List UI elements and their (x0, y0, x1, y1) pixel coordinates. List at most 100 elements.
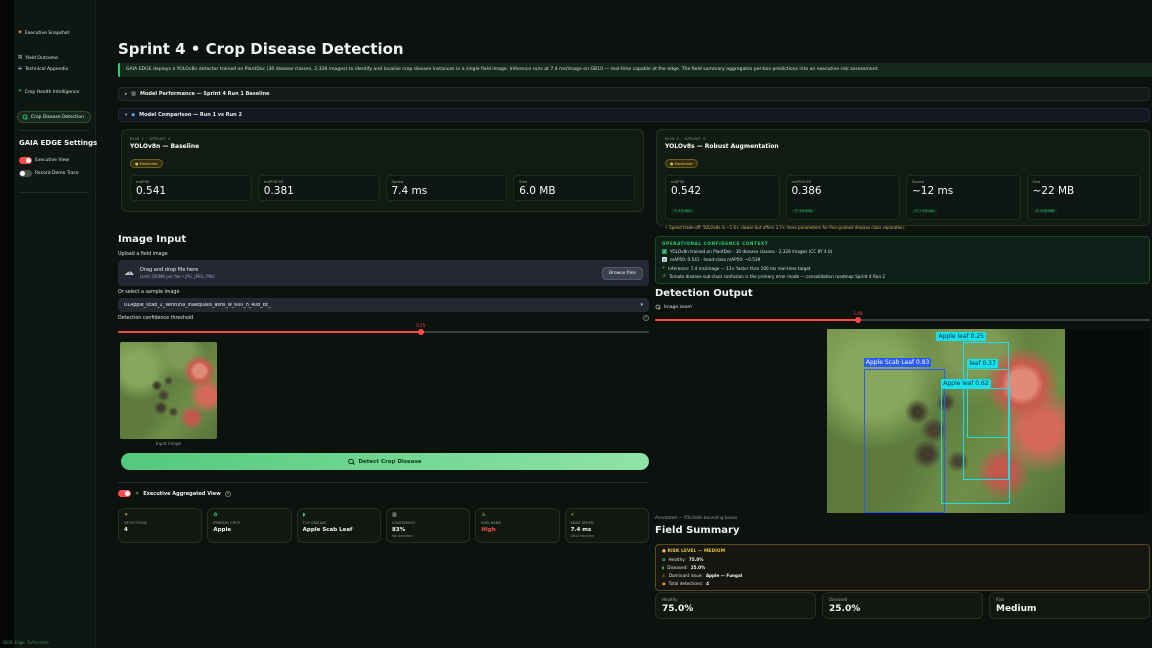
sidebar-item-crop-health-intelligence[interactable]: ✦ Crop Health Intelligence (18, 90, 79, 95)
card-value: 7.4 ms (570, 526, 592, 533)
sidebar-item-crop-disease-detection[interactable]: Crop Disease Detection (17, 111, 91, 123)
record-demo-trace-toggle[interactable] (19, 170, 32, 177)
expander-label: Model Performance — Sprint 4 Run 1 Basel… (140, 91, 270, 97)
sidebar-item-executive-snapshot[interactable]: ◉ Executive Snapshot (18, 31, 69, 36)
card-value: 4 (124, 526, 128, 533)
help-icon[interactable] (224, 490, 231, 497)
metric-speed: Speed 7.4 ms (385, 175, 508, 201)
image-zoom-row: Image zoom (655, 304, 692, 310)
line-text: Healthy: (668, 557, 686, 562)
diseased-card: Diseased 25.0% (822, 592, 983, 619)
box-label: Apple leaf 0.62 (941, 378, 991, 388)
sidebar: ◉ Executive Snapshot ▤ Yield Outcome ◒ T… (14, 0, 97, 648)
lightning-icon: ⚡ (662, 265, 666, 271)
input-image-caption: Input image (155, 441, 182, 446)
metric-map50: mAP50 0.541 (130, 175, 252, 201)
bounding-box-apple-leaf-2 (941, 387, 1011, 504)
run2-name: YOLOv8s — Robust Augmentation (665, 143, 779, 150)
summary-line-total-detections: ● Total detections: 4 (662, 581, 1143, 586)
wheat-icon: ✶ (124, 512, 129, 518)
comparison-icon: ◆ (131, 112, 136, 118)
metric-size: Size 6.0 MB (513, 175, 635, 201)
sample-image-select[interactable]: 01Apple_scab_2_Venturia_inaequalis_ashs_… (118, 298, 649, 312)
threshold-row: Detection confidence threshold (118, 315, 649, 321)
detect-button-label: Detect Crop Disease (358, 458, 422, 465)
chevron-down-icon: ▾ (125, 112, 128, 118)
metric-value: 0.542 (671, 185, 702, 197)
snapshot-icon: ◉ (18, 30, 22, 36)
metric-label: Size (519, 179, 528, 184)
card-label: Risk (996, 597, 1005, 602)
slider-thumb[interactable] (417, 329, 424, 335)
card-label: PRIMARY CROP (213, 520, 241, 525)
line-value: 4 (706, 581, 710, 586)
card-value: Apple (213, 526, 232, 533)
executive-view-toggle[interactable] (19, 157, 32, 164)
magnifier-icon (655, 304, 661, 310)
top-disease-card: ◗ TOP DISEASE Apple Scab Leaf (296, 508, 381, 543)
metric-value: 0.386 (791, 185, 822, 197)
expander-model-comparison[interactable]: ▾ ◆ Model Comparison — Run 1 vs Run 2 (118, 108, 1150, 122)
yield-icon: ▤ (18, 55, 23, 61)
line-text: Diseased: (667, 565, 688, 570)
aggregated-view-row: ✶ Executive Aggregated View (118, 490, 231, 497)
help-icon[interactable] (643, 315, 649, 321)
run2-moderate-badge: ● Moderate (665, 159, 698, 168)
card-value: 75.0% (662, 604, 694, 614)
bounding-box-apple-scab-leaf (863, 368, 945, 513)
dropzone-hint: Limit 200MB per file • JPG, JPEG, PNG (140, 274, 215, 280)
metric-value: 0.541 (136, 185, 167, 197)
card-label: Healthy (662, 597, 678, 602)
info-banner: GAIA EDGE deploys a YOLOv8n detector tra… (118, 63, 1152, 77)
executive-view-toggle-row: Executive View (19, 157, 69, 164)
executive-aggregated-view-toggle[interactable] (118, 490, 131, 497)
card-sub: top detection (391, 534, 414, 538)
sidebar-item-yield-outcome[interactable]: ▤ Yield Outcome (18, 56, 58, 61)
expander-model-performance[interactable]: ▸ ▥ Model Performance — Sprint 4 Run 1 B… (118, 87, 1150, 101)
run1-moderate-badge: ● Moderate (130, 159, 163, 168)
risk-band-card: ⚠ RISK BAND High (475, 508, 560, 543)
file-dropzone[interactable]: ☁ ↑ Drag and drop file here Limit 200MB p… (118, 260, 649, 286)
image-zoom-slider[interactable]: 1.00 (655, 311, 1150, 324)
metric-delta: ↑ +16 MB (1032, 209, 1057, 213)
metric-delta: ↑ +0.005 (791, 209, 815, 213)
aggregate-cards: ✶ DETECTIONS 4 ✿ PRIMARY CROP Apple ◗ TO… (118, 508, 649, 543)
context-title: OPERATIONAL CONFIDENCE CONTEXT (662, 241, 769, 246)
metric-map50-95: mAP50-95 0.381 (257, 175, 380, 201)
threshold-label: Detection confidence threshold (118, 315, 194, 321)
detect-crop-disease-button[interactable]: Detect Crop Disease (121, 453, 649, 470)
metric-map50: mAP50 0.542 ↑ +0.001 (665, 175, 780, 220)
line-value: 25.0% (690, 565, 706, 570)
slider-track[interactable] (655, 319, 1150, 321)
sidebar-item-label: Executive Snapshot (24, 31, 70, 36)
aggregated-view-label: Executive Aggregated View (143, 490, 221, 497)
summary-line-healthy: ✿ Healthy: 75.0% (662, 557, 1143, 562)
metric-label: mAP50-95 (791, 179, 812, 184)
sidebar-divider (19, 130, 89, 131)
sidebar-item-technical-appendix[interactable]: ◒ Technical Appendix (18, 67, 68, 72)
card-label: Diseased (829, 597, 848, 602)
record-demo-trace-toggle-row: Record Demo Trace (19, 170, 79, 177)
leaf-icon: ✿ (662, 557, 666, 562)
card-label: RISK BAND (481, 520, 502, 525)
metric-map50-95: mAP50-95 0.386 ↑ +0.005 (785, 175, 900, 220)
run1-card: RUN 1 · SPRINT 4 YOLOv8n — Baseline ● Mo… (121, 129, 644, 212)
browse-files-button[interactable]: Browse files (601, 266, 643, 280)
slider-thumb[interactable] (854, 317, 861, 323)
annotated-image: Apple leaf 0.25 Apple Scab Leaf 0.83 lea… (827, 329, 1065, 513)
run2-eyebrow: RUN 2 · SPRINT 5 (665, 136, 706, 141)
chevron-right-icon: ▸ (125, 91, 128, 97)
confidence-threshold-slider[interactable]: 0.25 (118, 323, 649, 336)
appendix-icon: ◒ (18, 66, 22, 72)
box-label: Apple leaf 0.25 (936, 331, 986, 341)
crop-health-icon: ✦ (18, 89, 22, 95)
context-bullet: ⚡ Inference: 7.4 ms/image — 13× faster t… (662, 266, 1143, 271)
sidebar-item-label: Crop Health Intelligence (24, 90, 80, 95)
sidebar-item-label: Technical Appendix (24, 67, 69, 72)
image-input-heading: Image Input (118, 234, 187, 245)
magnifier-icon (22, 114, 28, 120)
summary-line-dominant-issue: ⚠ Dominant issue: Apple — Fungal (662, 573, 1143, 578)
speed-tradeoff-note: ⚡ Speed trade-off: YOLOv8s is ~1.6× slow… (665, 225, 906, 230)
card-sub: GB10 baseline (570, 534, 594, 538)
card-label: CONFIDENCE (391, 520, 416, 525)
